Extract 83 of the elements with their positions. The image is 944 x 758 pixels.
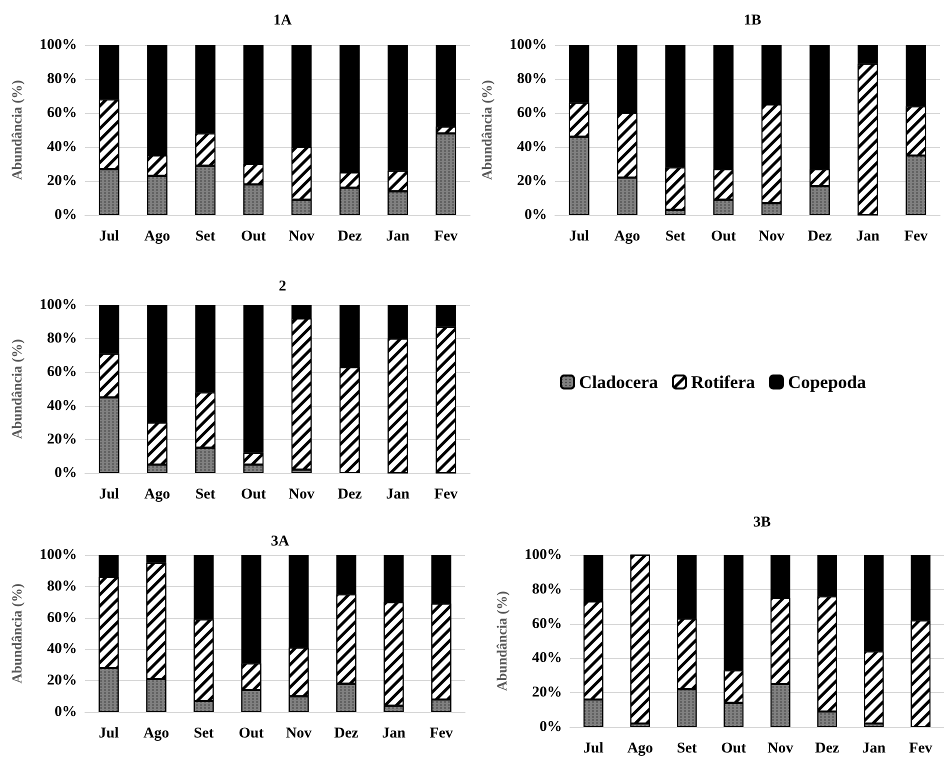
x-tick-label: Set [194, 726, 214, 742]
chart-title: 3A [270, 534, 290, 550]
x-tick-label: Set [195, 486, 216, 502]
y-axis-title: Abundância (%) [496, 590, 510, 691]
y-tick-label: 60% [47, 610, 77, 626]
y-tick-label: 80% [532, 581, 562, 598]
x-tick-label: Jul [99, 228, 120, 244]
y-tick-label: 80% [47, 578, 77, 594]
y-axis-title: Abundância (%) [10, 583, 26, 684]
x-tick-label: Ago [144, 228, 170, 244]
y-tick-label: 80% [47, 71, 77, 87]
y-tick-label: 60% [47, 364, 77, 380]
chart-title: 1B [744, 12, 762, 28]
y-axis-title: Abundância (%) [10, 80, 26, 180]
x-tick-label: Fev [434, 486, 458, 502]
y-tick-label: 20% [517, 173, 547, 189]
y-axis-title: Abundância (%) [480, 80, 496, 180]
y-tick-label: 20% [47, 173, 77, 189]
y-tick-label: 20% [47, 672, 77, 689]
x-tick-label: Jul [583, 740, 604, 756]
y-tick-label: 0% [54, 207, 77, 223]
chart-title: 3B [753, 514, 771, 530]
x-tick-label: Jan [856, 228, 880, 244]
x-tick-label: Ago [144, 486, 170, 502]
x-tick-label: Nov [288, 486, 315, 502]
x-tick-label: Out [721, 740, 746, 756]
x-tick-label: Ago [143, 726, 170, 742]
x-tick-label: Dez [808, 228, 832, 244]
y-tick-label: 100% [40, 547, 77, 563]
y-axis-title: Abundância (%) [10, 338, 26, 439]
y-tick-label: 40% [47, 641, 77, 658]
x-tick-label: Out [240, 486, 266, 502]
x-tick-label: Ago [627, 740, 654, 756]
x-tick-label: Jan [382, 726, 406, 742]
chart-title: 1A [273, 12, 292, 28]
x-tick-label: Fev [908, 740, 933, 756]
x-tick-label: Out [710, 228, 736, 244]
y-tick-label: 20% [532, 684, 562, 701]
x-tick-label: Dez [338, 228, 362, 244]
x-tick-label: Fev [434, 228, 458, 244]
y-tick-label: 80% [517, 71, 547, 87]
y-tick-label: 0% [540, 719, 562, 735]
x-tick-label: Dez [334, 726, 359, 742]
y-tick-label: 40% [47, 398, 77, 414]
y-tick-label: 100% [40, 297, 77, 313]
legend-label: Copepoda [788, 372, 866, 392]
legend-label: Rotifera [690, 372, 755, 392]
y-tick-label: 100% [510, 37, 547, 53]
x-tick-label: Set [665, 228, 686, 244]
x-tick-label: Jan [386, 228, 410, 244]
x-tick-label: Dez [338, 486, 362, 502]
x-tick-label: Nov [288, 228, 315, 244]
y-tick-label: 0% [524, 207, 547, 223]
x-tick-label: Nov [286, 726, 312, 742]
y-tick-label: 40% [517, 139, 547, 155]
y-tick-label: 0% [54, 704, 77, 720]
y-tick-label: 0% [54, 465, 77, 481]
y-tick-label: 60% [517, 105, 547, 121]
y-tick-label: 20% [47, 431, 77, 448]
y-tick-label: 100% [40, 37, 77, 53]
y-tick-label: 100% [524, 547, 562, 563]
chart-title: 2 [278, 278, 286, 294]
x-tick-label: Jul [569, 228, 590, 244]
x-tick-label: Nov [758, 228, 785, 244]
x-tick-label: Set [195, 228, 216, 244]
x-tick-label: Nov [767, 740, 794, 756]
y-tick-label: 40% [47, 139, 77, 155]
y-tick-label: 60% [47, 105, 77, 121]
x-tick-label: Jan [862, 740, 886, 756]
y-tick-label: 80% [47, 330, 77, 347]
x-tick-label: Dez [815, 740, 840, 756]
x-tick-label: Out [238, 726, 264, 742]
y-tick-label: 40% [532, 650, 562, 666]
x-tick-label: Set [676, 740, 697, 756]
y-tick-label: 60% [532, 616, 562, 632]
x-tick-label: Jul [99, 486, 120, 502]
x-tick-label: Fev [430, 726, 454, 742]
x-tick-label: Out [240, 228, 266, 244]
x-tick-label: Jan [386, 486, 410, 502]
legend-label: Cladocera [579, 372, 658, 392]
x-tick-label: Jul [98, 726, 119, 742]
x-tick-label: Fev [904, 228, 928, 244]
x-tick-label: Ago [614, 228, 640, 244]
